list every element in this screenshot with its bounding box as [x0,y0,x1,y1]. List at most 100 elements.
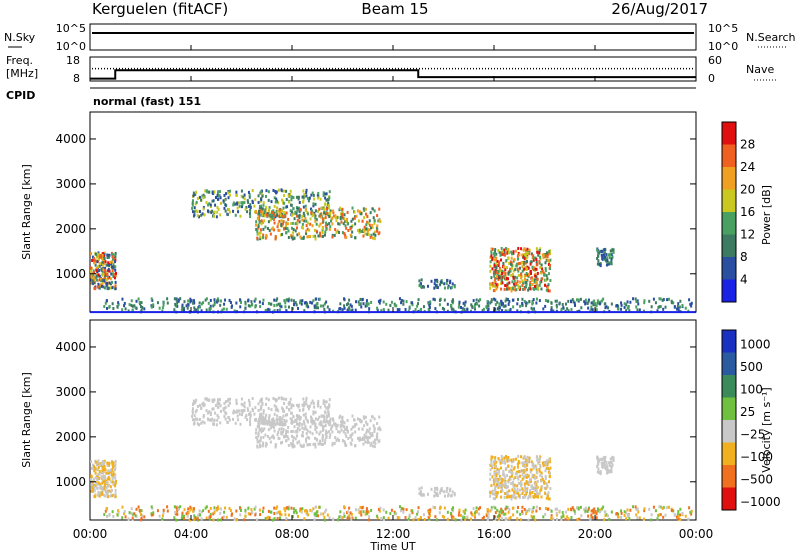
power-pixel [369,235,372,239]
velocity-pixel [273,421,276,425]
power-pixel [152,303,155,307]
velocity-pixel [659,513,662,517]
velocity-pixel [307,513,310,517]
power-pixel [535,267,538,271]
power-pixel [490,300,493,304]
velocity-pixel [259,443,262,447]
colorbar-segment [722,420,736,443]
velocity-pixel [277,409,280,413]
velocity-pixel [611,455,614,459]
velocity-pixel [508,470,511,474]
power-pixel [496,307,499,311]
velocity-pixel [587,506,590,510]
power-pixel [312,299,315,303]
velocity-pixel [514,457,517,461]
power-pixel [211,209,214,213]
power-pixel [113,276,116,280]
velocity-pixel [429,508,432,512]
power-pixel [314,202,317,206]
velocity-pixel [590,513,593,517]
power-pixel [333,233,336,237]
power-pixel [282,220,285,224]
power-pixel [531,308,534,312]
velocity-pixel [276,414,279,418]
velocity-pixel [358,438,361,442]
power-pixel [343,306,346,310]
power-pixel [324,192,327,196]
power-pixel [591,308,594,312]
power-pixel [370,233,373,237]
velocity-pixel [503,473,506,477]
power-pixel [249,304,252,308]
power-pixel [398,297,401,301]
velocity-pixel [324,424,327,428]
power-pixel [265,234,268,238]
velocity-pixel [284,422,287,426]
power-pixel [632,297,635,301]
power-pixel [216,194,219,198]
velocity-pixel [387,516,390,520]
power-pixel [594,302,597,306]
velocity-pixel [326,513,329,517]
power-pixel [268,206,271,210]
velocity-pixel [517,494,520,498]
velocity-pixel [544,486,547,490]
power-pixel [603,253,606,257]
power-pixel [298,210,301,214]
velocity-pixel [544,512,547,516]
power-pixel [376,228,379,232]
power-pixel [531,302,534,306]
velocity-pixel [433,494,436,498]
velocity-pixel [272,396,275,400]
velocity-pixel [509,475,512,479]
velocity-pixel [501,517,504,521]
power-pixel [203,213,206,217]
velocity-pixel [355,422,358,426]
velocity-pixel [677,515,680,519]
velocity-pixel [516,465,519,469]
velocity-pixel [309,430,312,434]
velocity-pixel [541,477,544,481]
power-pixel [323,208,326,212]
power-pixel [601,249,604,253]
velocity-pixel [193,518,196,522]
velocity-pixel [430,487,433,491]
velocity-pixel [94,467,97,471]
power-pixel [400,301,403,305]
velocity-pixel [376,514,379,518]
velocity-pixel [536,492,539,496]
velocity-pixel [103,476,106,480]
cpid-label: CPID [6,89,35,102]
power-pixel [326,198,329,202]
velocity-pixel [395,512,398,516]
velocity-pixel [501,460,504,464]
power-pixel [500,246,503,250]
power-pixel [269,218,272,222]
velocity-pixel [193,418,196,422]
velocity-pixel [537,461,540,465]
velocity-pixel [463,511,466,515]
power-pixel [277,201,280,205]
power-pixel [313,306,316,310]
velocity-pixel [98,469,101,473]
power-pixel [379,298,382,302]
power-pixel [298,200,301,204]
power-pixel [288,193,291,197]
velocity-pixel [623,513,626,517]
velocity-pixel [117,511,120,515]
velocity-pixel [350,427,353,431]
velocity-pixel [223,510,226,514]
power-pixel [422,305,425,309]
power-pixel [597,262,600,266]
power-pixel [635,305,638,309]
power-pixel [305,229,308,233]
power-pixel [94,259,97,263]
power-pixel [378,231,381,235]
power-pixel [285,231,288,235]
power-pixel [430,279,433,283]
power-pixel [516,254,519,258]
power-pixel [192,301,195,305]
power-pixel [220,201,223,205]
velocity-pixel [204,506,207,510]
